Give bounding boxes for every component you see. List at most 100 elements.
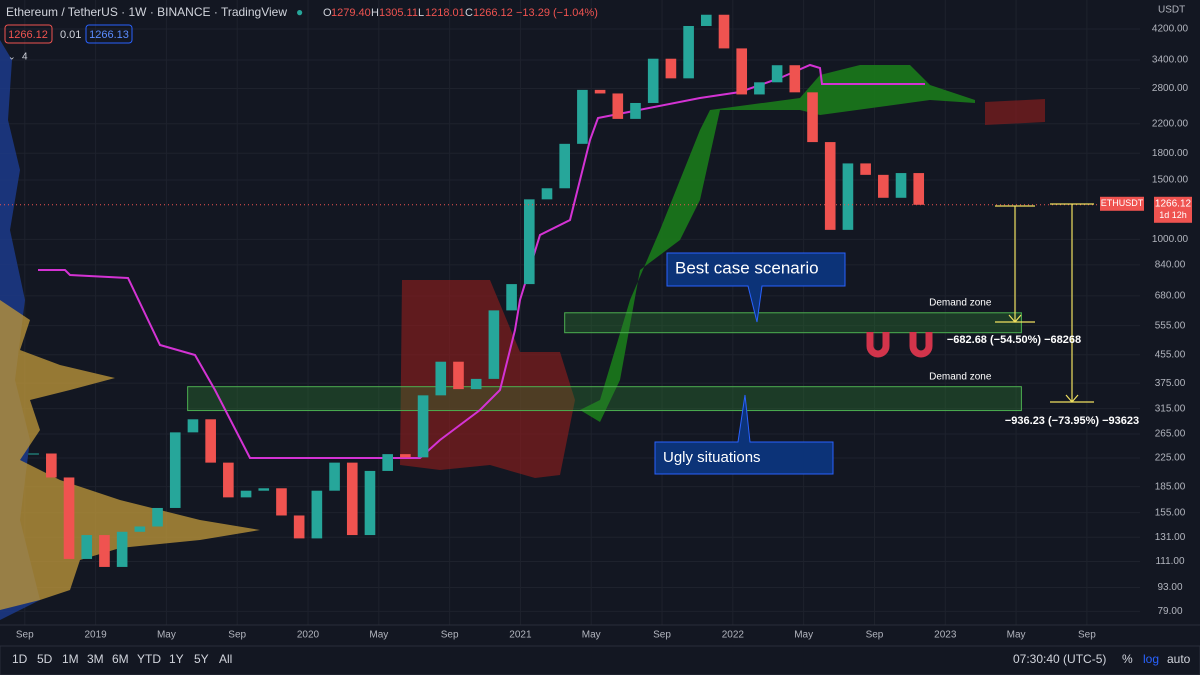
cloud-green	[580, 65, 975, 422]
clock: 07:30:40 (UTC-5)	[1013, 652, 1106, 666]
magnet-icon	[866, 332, 933, 358]
range-button[interactable]: All	[219, 652, 232, 666]
candle	[400, 454, 411, 458]
range-button[interactable]: 5Y	[194, 652, 209, 666]
price-badge	[1100, 196, 1144, 211]
x-tick-label: May	[1007, 630, 1026, 641]
indicator-toggle[interactable]: ⌄	[8, 51, 16, 61]
candle	[63, 477, 75, 559]
candle	[860, 163, 871, 175]
buy-box[interactable]	[85, 24, 133, 44]
x-tick-label: 2021	[509, 630, 532, 641]
candle	[630, 102, 641, 119]
candle	[736, 48, 748, 95]
x-tick-label: 2023	[934, 630, 957, 641]
x-tick-label: Sep	[1078, 630, 1096, 641]
candle	[187, 419, 199, 433]
y-tick-label: 840.00	[1155, 260, 1186, 271]
candle	[506, 284, 517, 311]
buy-price[interactable]: 1266.13	[89, 29, 129, 41]
y-tick-label: 111.00	[1155, 556, 1185, 567]
demand-zone	[187, 386, 1022, 412]
candle	[364, 470, 376, 536]
candle	[205, 419, 216, 463]
ohlc-value: 1305.11	[379, 7, 418, 19]
candle	[46, 453, 57, 478]
y-tick-label: 2200.00	[1152, 118, 1189, 129]
ohlc-change: −13.29 (−1.04%)	[516, 7, 598, 19]
candle	[81, 535, 93, 559]
range-button[interactable]: YTD	[137, 652, 161, 666]
candle	[99, 535, 110, 567]
y-tick-label: 455.00	[1155, 349, 1186, 360]
demand-zone	[564, 312, 1022, 334]
y-tick-label: 375.00	[1155, 378, 1186, 389]
y-tick-label: 185.00	[1155, 481, 1186, 492]
y-tick-label: 4200.00	[1152, 24, 1189, 35]
zone-label: Demand zone	[929, 297, 992, 308]
candle	[807, 92, 818, 143]
spread: 0.01	[60, 29, 81, 41]
callout-text: Ugly situations	[663, 449, 761, 466]
candle	[541, 188, 553, 200]
sell-box[interactable]	[4, 24, 53, 44]
y-tick-label: 265.00	[1155, 429, 1186, 440]
ohlc-label: C	[465, 7, 473, 19]
y-tick-label: 131.00	[1155, 532, 1186, 543]
ohlc-label: L	[418, 7, 424, 19]
y-tick-label: 1800.00	[1152, 148, 1189, 159]
callout-box	[666, 252, 846, 323]
candle	[824, 142, 836, 230]
ohlc-label: H	[371, 7, 379, 19]
y-tick-label: 1000.00	[1152, 234, 1189, 245]
y-tick-label: 2800.00	[1152, 83, 1189, 94]
candle	[559, 143, 570, 189]
candle	[470, 378, 482, 390]
candle	[577, 89, 588, 144]
candle	[789, 65, 801, 93]
y-tick-label: 315.00	[1155, 403, 1186, 414]
cloud-red	[985, 99, 1045, 125]
candle	[169, 432, 181, 508]
candle	[700, 14, 712, 26]
x-tick-label: Sep	[653, 630, 671, 641]
auto-toggle[interactable]: auto	[1167, 652, 1191, 666]
cloud-red	[400, 280, 575, 478]
candle	[647, 58, 659, 103]
status-dot: ●	[296, 5, 303, 19]
candle	[311, 490, 323, 539]
candle	[258, 488, 270, 491]
candle	[683, 25, 694, 79]
ohlc-value: 1218.01	[425, 7, 465, 19]
candle	[134, 526, 146, 532]
range-button[interactable]: 1D	[12, 652, 28, 666]
y-tick-label: 93.00	[1157, 582, 1182, 593]
candle	[152, 507, 163, 527]
indicator-count[interactable]: 4	[22, 52, 28, 63]
candle	[346, 462, 358, 536]
candle	[329, 462, 340, 491]
ohlc-label: O	[323, 7, 332, 19]
sell-price[interactable]: 1266.12	[8, 29, 48, 41]
x-tick-label: 2019	[84, 630, 107, 641]
range-button[interactable]: 5D	[37, 652, 53, 666]
x-tick-label: May	[794, 630, 813, 641]
candle	[895, 173, 907, 198]
log-toggle[interactable]: log	[1143, 652, 1159, 666]
candle	[240, 490, 252, 498]
range-button[interactable]: 1Y	[169, 652, 184, 666]
range-button[interactable]: 6M	[112, 652, 129, 666]
range-button[interactable]: 3M	[87, 652, 104, 666]
candle	[116, 531, 128, 567]
ohlc-value: 1266.12	[473, 7, 513, 19]
x-tick-label: 2020	[297, 630, 320, 641]
candle	[293, 515, 305, 539]
percent-toggle[interactable]: %	[1122, 652, 1133, 666]
y-tick-label: 155.00	[1155, 507, 1186, 518]
candle	[223, 462, 234, 498]
candle	[488, 310, 500, 379]
range-button[interactable]: 1M	[62, 652, 79, 666]
measure-label: −682.68 (−54.50%) −68268	[947, 334, 1081, 346]
measure-arrows	[995, 203, 1094, 403]
